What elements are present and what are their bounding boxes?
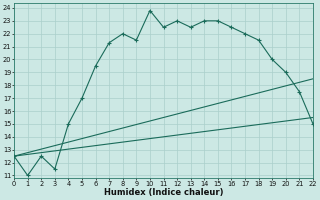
- X-axis label: Humidex (Indice chaleur): Humidex (Indice chaleur): [104, 188, 223, 197]
